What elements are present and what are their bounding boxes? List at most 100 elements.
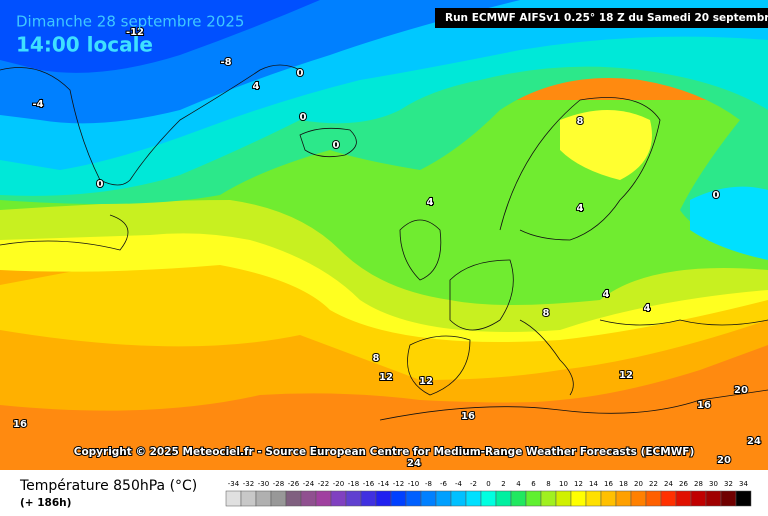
contour-label: 8 (373, 353, 380, 364)
scale-tick-label: 10 (559, 480, 568, 488)
scale-swatch (660, 490, 677, 507)
contour-label: 4 (427, 197, 434, 208)
contour-label: 12 (419, 376, 433, 387)
contour-label: 0 (297, 68, 304, 79)
scale-swatch (705, 490, 722, 507)
scale-tick-label: -32 (243, 480, 254, 488)
scale-swatch (240, 490, 257, 507)
contour-label: 20 (734, 385, 748, 396)
scale-swatch (315, 490, 332, 507)
scale-tick-label: 28 (694, 480, 703, 488)
scale-swatch (735, 490, 752, 507)
contour-label: -4 (32, 99, 43, 110)
forecast-time: 14:00 locale (16, 33, 153, 57)
contour-label: 4 (644, 303, 651, 314)
forecast-date: Dimanche 28 septembre 2025 (16, 13, 244, 31)
run-info: Run ECMWF AIFSv1 0.25° 18 Z du Samedi 20… (445, 12, 768, 24)
scale-tick-label: 8 (546, 480, 550, 488)
scale-tick-label: 34 (739, 480, 748, 488)
scale-tick-label: 30 (709, 480, 718, 488)
scale-swatch (480, 490, 497, 507)
scale-tick-label: 22 (649, 480, 658, 488)
scale-tick-label: -14 (378, 480, 390, 488)
copyright: Copyright © 2025 Meteociel.fr - Source E… (74, 446, 695, 458)
scale-tick-label: 2 (501, 480, 505, 488)
scale-tick-label: -26 (288, 480, 300, 488)
scale-tick-label: 24 (664, 480, 673, 488)
scale-swatch (375, 490, 392, 507)
scale-swatch (570, 490, 587, 507)
scale-swatch (510, 490, 527, 507)
scale-swatch (225, 490, 242, 507)
scale-swatch (615, 490, 632, 507)
scale-swatch (540, 490, 557, 507)
scale-swatch (270, 490, 287, 507)
scale-tick-label: 32 (724, 480, 733, 488)
scale-swatch (690, 490, 707, 507)
contour-label: 20 (717, 455, 731, 466)
scale-swatch (450, 490, 467, 507)
scale-swatch (600, 490, 617, 507)
contour-label: 8 (543, 308, 550, 319)
scale-tick-label: 6 (531, 480, 536, 488)
contour-label: 12 (379, 372, 393, 383)
contour-label: 4 (603, 289, 610, 300)
scale-tick-label: -16 (363, 480, 375, 488)
scale-swatch (360, 490, 377, 507)
scale-tick-label: 4 (516, 480, 521, 488)
scale-tick-label: -34 (228, 480, 240, 488)
scale-swatch (405, 490, 422, 507)
contour-label: 4 (253, 81, 260, 92)
scale-tick-label: -30 (258, 480, 269, 488)
scale-tick-label: -10 (408, 480, 419, 488)
scale-swatch (525, 490, 542, 507)
scale-swatch (420, 490, 437, 507)
scale-tick-label: 12 (574, 480, 583, 488)
scale-swatch (630, 490, 647, 507)
contour-label: 0 (713, 190, 720, 201)
run-banner (435, 8, 768, 28)
contour-label: 4 (577, 203, 584, 214)
scale-tick-label: 18 (619, 480, 628, 488)
contour-label: 8 (577, 116, 584, 127)
legend-title: Température 850hPa (°C) (19, 478, 197, 494)
contour-label: 16 (13, 419, 27, 430)
scale-tick-label: -28 (273, 480, 284, 488)
scale-tick-label: -8 (425, 480, 432, 488)
scale-swatch (285, 490, 302, 507)
contour-label: 0 (333, 140, 340, 151)
scale-swatch (300, 490, 317, 507)
contour-label: 0 (97, 179, 104, 190)
contour-label: 16 (697, 400, 711, 411)
contour-label: 24 (407, 458, 421, 469)
scale-swatch (330, 490, 347, 507)
scale-tick-label: 16 (604, 480, 613, 488)
scale-swatch (720, 490, 737, 507)
contour-labels: -12 -8 -4 4 0 0 0 0 4 8 4 0 4 4 8 8 12 12 12 16 16 16 20 24 20 24 (12, 26, 762, 470)
scale-swatch (495, 490, 512, 507)
scale-tick-label: 26 (679, 480, 688, 488)
scale-tick-label: 20 (634, 480, 643, 488)
contour-label: 0 (300, 112, 307, 123)
scale-tick-label: -2 (470, 480, 477, 488)
scale-swatch (435, 490, 452, 507)
color-scale: -34 -32 -30 -28 -26 -24 -22 -20 -18 -16 -14 -12 -10-… (225, 480, 752, 507)
scale-swatch (585, 490, 602, 507)
contour-label: 12 (619, 370, 633, 381)
scale-swatch (675, 490, 692, 507)
scale-tick-label: -22 (318, 480, 329, 488)
scale-tick-label: 0 (486, 480, 490, 488)
contour-label: -12 (126, 27, 144, 38)
scale-tick-label: -6 (440, 480, 448, 488)
map (0, 0, 768, 470)
scale-swatch (555, 490, 572, 507)
scale-tick-label: -24 (303, 480, 315, 488)
scale-tick-label: 14 (589, 480, 598, 488)
scale-tick-label: -4 (455, 480, 463, 488)
legend-subtitle: (+ 186h) (20, 497, 71, 509)
scale-swatch (645, 490, 662, 507)
scale-tick-label: -12 (393, 480, 404, 488)
scale-swatch (390, 490, 407, 507)
scale-swatch (255, 490, 272, 507)
